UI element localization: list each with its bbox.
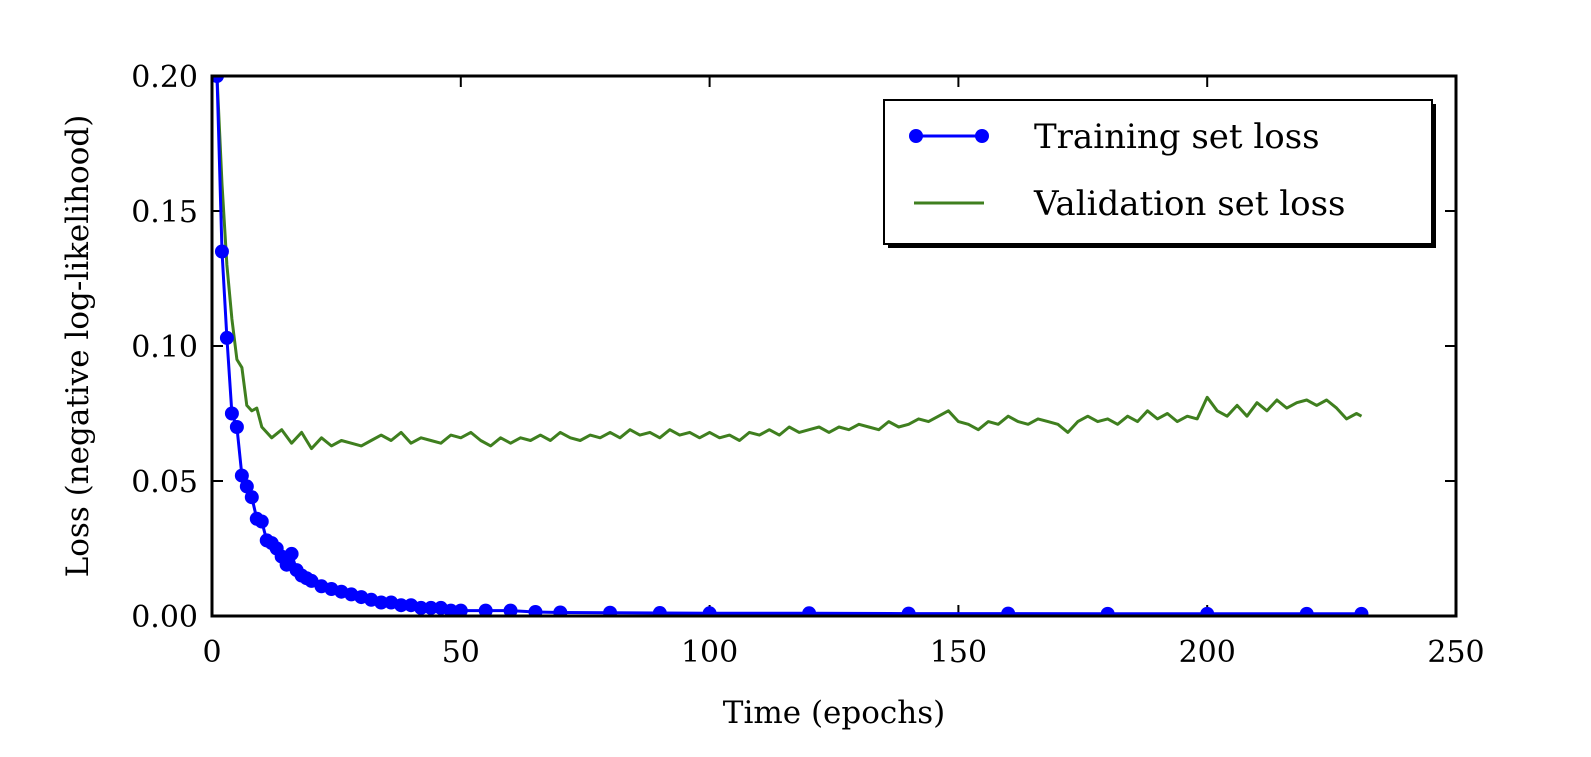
- x-tick-label: 200: [1179, 635, 1236, 670]
- x-tick-label: 100: [681, 635, 738, 670]
- training-point: [1354, 606, 1369, 616]
- series-layer: [212, 76, 1369, 616]
- legend-box: [883, 99, 1433, 245]
- y-tick-label: 0.00: [131, 600, 198, 635]
- training-point: [212, 76, 224, 83]
- training-point: [254, 514, 269, 529]
- legend-label-validation: Validation set loss: [1033, 184, 1345, 224]
- x-tick-label: 0: [202, 635, 221, 670]
- training-point: [224, 406, 239, 421]
- y-tick-label: 0.15: [131, 195, 198, 230]
- plot-frame: [210, 74, 1458, 618]
- training-point: [652, 606, 667, 616]
- training-point: [284, 546, 299, 561]
- legend-label-training: Training set loss: [1034, 117, 1320, 157]
- training-point: [603, 605, 618, 616]
- training-point: [478, 603, 493, 616]
- y-tick-label: 0.10: [131, 330, 198, 365]
- training-point: [244, 490, 259, 505]
- legend-marker-training: [909, 129, 923, 143]
- training-point: [219, 330, 234, 345]
- y-axis-label: Loss (negative log-likelihood): [60, 115, 96, 578]
- training-point: [234, 468, 249, 483]
- training-point: [1200, 606, 1215, 616]
- training-point: [1001, 606, 1016, 616]
- training-point: [214, 244, 229, 259]
- training-point: [423, 600, 438, 615]
- legend-marker-training: [975, 129, 989, 143]
- training-point: [413, 600, 428, 615]
- training-point: [394, 598, 409, 613]
- training-point: [702, 606, 717, 616]
- training-point: [239, 479, 254, 494]
- x-tick-label: 50: [442, 635, 480, 670]
- training-point: [1100, 606, 1115, 616]
- x-tick-label: 150: [930, 635, 987, 670]
- training-point: [374, 595, 389, 610]
- training-point: [553, 605, 568, 616]
- series-line-validation: [215, 76, 1363, 451]
- training-point: [503, 603, 518, 616]
- x-axis-label: Time (epochs): [723, 695, 945, 731]
- training-point: [229, 420, 244, 434]
- training-point: [528, 604, 543, 616]
- series-group: [212, 76, 1369, 616]
- y-tick-label: 0.05: [131, 465, 198, 500]
- training-point: [802, 606, 817, 616]
- x-tick-label: 250: [1427, 635, 1484, 670]
- tick-labels: 0 50 100 150 200 250 0.00 0.05 0.10 0.15 0.20: [131, 60, 1484, 670]
- legend: Training set loss Validation set loss: [883, 99, 1436, 248]
- training-point: [1299, 606, 1314, 616]
- y-tick-label: 0.20: [131, 60, 198, 95]
- training-point: [453, 603, 468, 616]
- training-point: [901, 606, 916, 616]
